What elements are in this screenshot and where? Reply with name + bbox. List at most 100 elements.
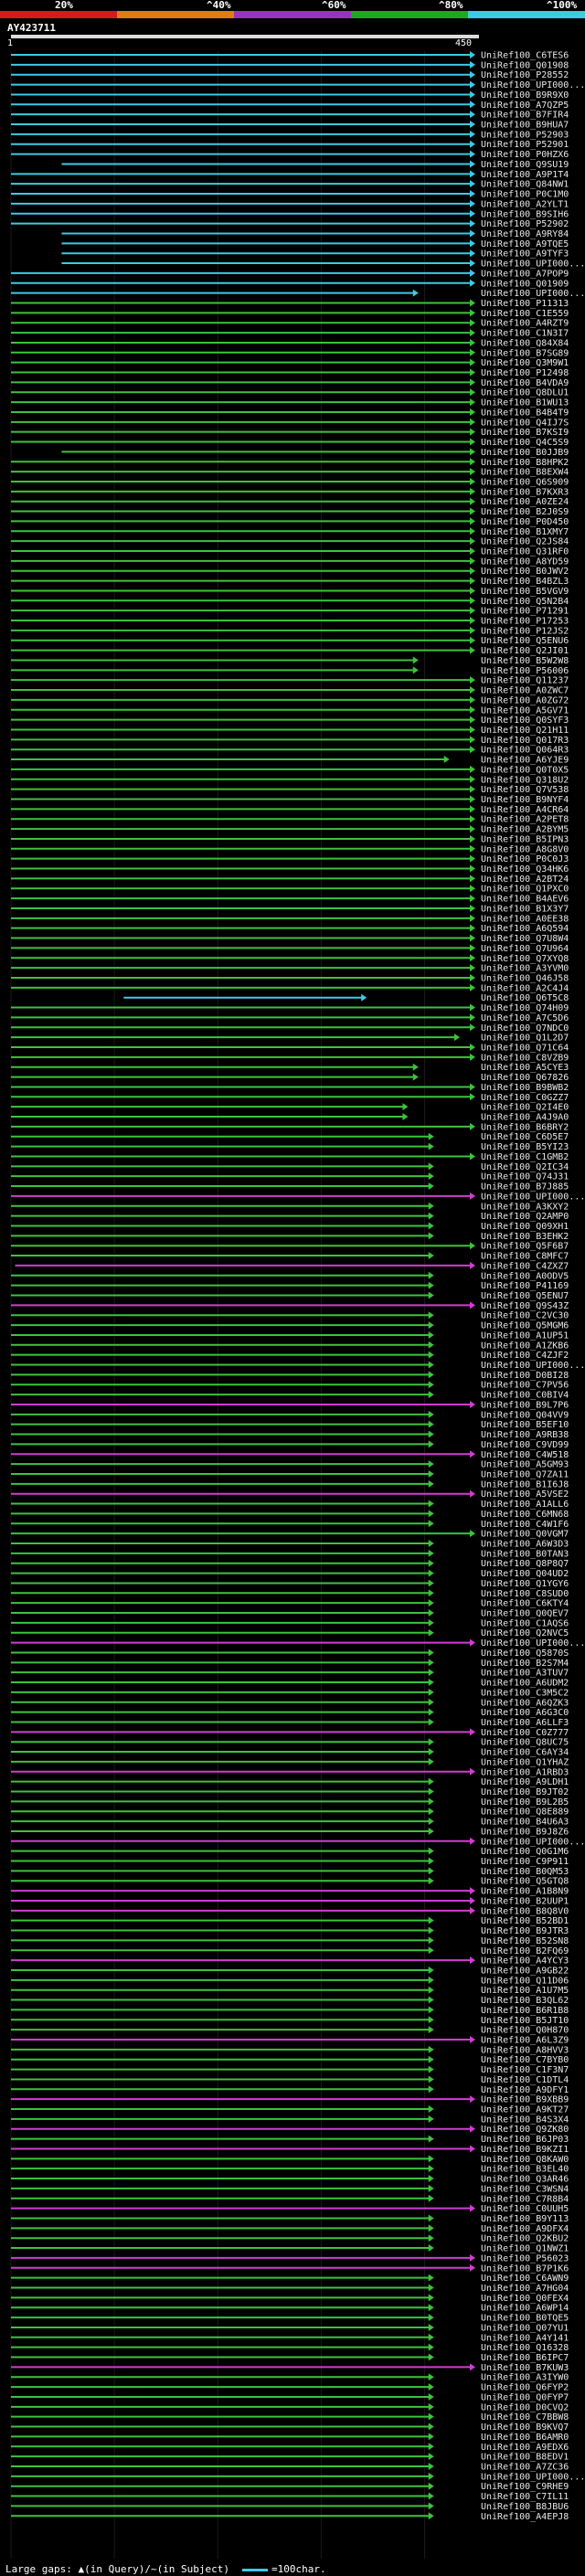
hit-accession-label: UniRef100_C4W518 (481, 1450, 569, 1460)
hit-accession-label: UniRef100_B7P1K6 (481, 2263, 569, 2274)
hit-arrow (470, 90, 475, 99)
hit-accession-label: UniRef100_Q31RF0 (481, 547, 569, 557)
hit-accession-label: UniRef100_B4BZL3 (481, 577, 569, 587)
hit-accession-label: UniRef100_A9EDX6 (481, 2443, 569, 2453)
hit-accession-label: UniRef100_C0GZZ7 (481, 1093, 569, 1103)
hit-accession-label: UniRef100_A2BT24 (481, 875, 569, 885)
hit-accession-label: UniRef100_A6QZK3 (481, 1698, 569, 1708)
hit-accession-label: UniRef100_Q16328 (481, 2343, 569, 2353)
hit-arrow (470, 864, 475, 873)
hit-arrow (470, 497, 475, 505)
hit-accession-label: UniRef100_B0QM53 (481, 1867, 569, 1877)
hit-accession-label: UniRef100_B6JP03 (481, 2135, 569, 2145)
hit-accession-label: UniRef100_C7IL11 (481, 2492, 569, 2502)
hit-arrow (428, 1172, 434, 1181)
hit-arrow (470, 1083, 475, 1091)
hit-arrow (428, 2294, 434, 2302)
hit-accession-label: UniRef100_C1AQS6 (481, 1618, 569, 1628)
query-end-tick: 450 (455, 38, 473, 48)
hit-arrow (470, 695, 475, 704)
hit-arrow (428, 1271, 434, 1279)
hit-arrow (428, 2402, 434, 2411)
legend-label: 20% (55, 0, 73, 11)
hit-accession-label: UniRef100_B9J8Z6 (481, 1827, 569, 1837)
legend-swatch (0, 11, 117, 18)
hit-accession-label: UniRef100_Q67826 (481, 1073, 569, 1083)
legend-swatch (351, 11, 468, 18)
footer-legend: Large gaps: ▲(in Query)/~(in Subject) =10… (5, 2563, 326, 2575)
hit-arrow (428, 1777, 434, 1786)
hit-arrow (470, 1044, 475, 1051)
hit-arrow (428, 1648, 434, 1657)
hit-accession-label: UniRef100_C4ZJF2 (481, 1351, 569, 1361)
hit-accession-label: UniRef100_B0JJB9 (481, 448, 569, 458)
hit-arrow (470, 468, 475, 476)
hit-arrow (428, 1330, 434, 1339)
hit-arrow (470, 825, 475, 833)
hit-arrow (428, 1738, 434, 1746)
query-start-tick: 1 (7, 38, 14, 48)
hit-accession-label: UniRef100_A6YJE9 (481, 756, 569, 766)
hit-arrow (470, 2036, 475, 2043)
hit-arrow (470, 1638, 475, 1647)
hit-arrow (470, 636, 475, 644)
hit-arrow (470, 378, 475, 387)
hit-accession-label: UniRef100_Q01909 (481, 279, 569, 289)
hit-accession-label: UniRef100_C9VD99 (481, 1440, 569, 1450)
hit-arrow (428, 1589, 434, 1597)
hit-arrow (470, 2363, 475, 2371)
hit-accession-label: UniRef100_A6G3C0 (481, 1708, 569, 1718)
hit-accession-label: UniRef100_P17253 (481, 617, 569, 627)
hit-arrow (428, 2453, 434, 2461)
hit-arrow (470, 517, 475, 525)
hit-accession-label: UniRef100_C8MFC7 (481, 1252, 569, 1262)
hit-arrow (470, 775, 475, 783)
hit-arrow (428, 1479, 434, 1488)
hit-accession-label: UniRef100_B4AEV6 (481, 895, 569, 905)
hit-accession-label: UniRef100_Q04UD2 (481, 1569, 569, 1579)
hit-accession-label: UniRef100_P52903 (481, 130, 569, 140)
hit-arrow (470, 458, 475, 466)
hit-arrow (428, 1341, 434, 1349)
hit-accession-label: UniRef100_C1GMB2 (481, 1152, 569, 1162)
hit-accession-label: UniRef100_A2PET8 (481, 815, 569, 825)
hit-arrow (470, 358, 475, 366)
hit-arrow (470, 477, 475, 485)
hit-arrow (428, 2323, 434, 2331)
hit-accession-label: UniRef100_Q1PXC0 (481, 885, 569, 895)
hit-arrow (428, 2155, 434, 2163)
hit-accession-label: UniRef100_B4B4T9 (481, 408, 569, 418)
hit-arrow (428, 2165, 434, 2173)
hit-arrow (470, 438, 475, 446)
hit-arrow (428, 2055, 434, 2063)
hit-arrow (470, 626, 475, 634)
hit-accession-label: UniRef100_B0JWV2 (481, 567, 569, 577)
hit-accession-label: UniRef100_Q5MGM6 (481, 1321, 569, 1331)
hit-arrow (470, 547, 475, 555)
hit-arrow (470, 1053, 475, 1061)
hit-accession-label: UniRef100_B7KSI9 (481, 428, 569, 438)
hit-accession-label: UniRef100_Q3AR46 (481, 2175, 569, 2185)
hit-accession-label: UniRef100_A4Y141 (481, 2333, 569, 2343)
hit-arrow (470, 329, 475, 337)
hit-accession-label: UniRef100_A1RBD3 (481, 1767, 569, 1777)
hit-arrow (428, 2026, 434, 2034)
hit-accession-label: UniRef100_Q7U964 (481, 944, 569, 954)
hit-accession-label: UniRef100_Q07YU1 (481, 2323, 569, 2333)
hit-arrow (428, 1520, 434, 1528)
hit-accession-label: UniRef100_A2BYM5 (481, 825, 569, 835)
hit-accession-label: UniRef100_A0ZG72 (481, 695, 569, 705)
hit-arrow (412, 289, 419, 297)
hit-arrow (428, 1549, 434, 1557)
hit-arrow (470, 686, 475, 694)
hit-arrow (470, 597, 475, 605)
hit-accession-label: UniRef100_C7R8B4 (481, 2194, 569, 2204)
hit-accession-label: UniRef100_Q5N2B4 (481, 597, 569, 607)
hit-accession-label: UniRef100_A9P1T4 (481, 170, 569, 180)
hit-accession-label: UniRef100_P52902 (481, 219, 569, 229)
hit-accession-label: UniRef100_B6AMR0 (481, 2433, 569, 2443)
hit-arrow (470, 973, 475, 981)
hit-arrow (470, 736, 475, 744)
hit-accession-label: UniRef100_C2VC30 (481, 1311, 569, 1321)
hit-arrow (470, 1003, 475, 1012)
